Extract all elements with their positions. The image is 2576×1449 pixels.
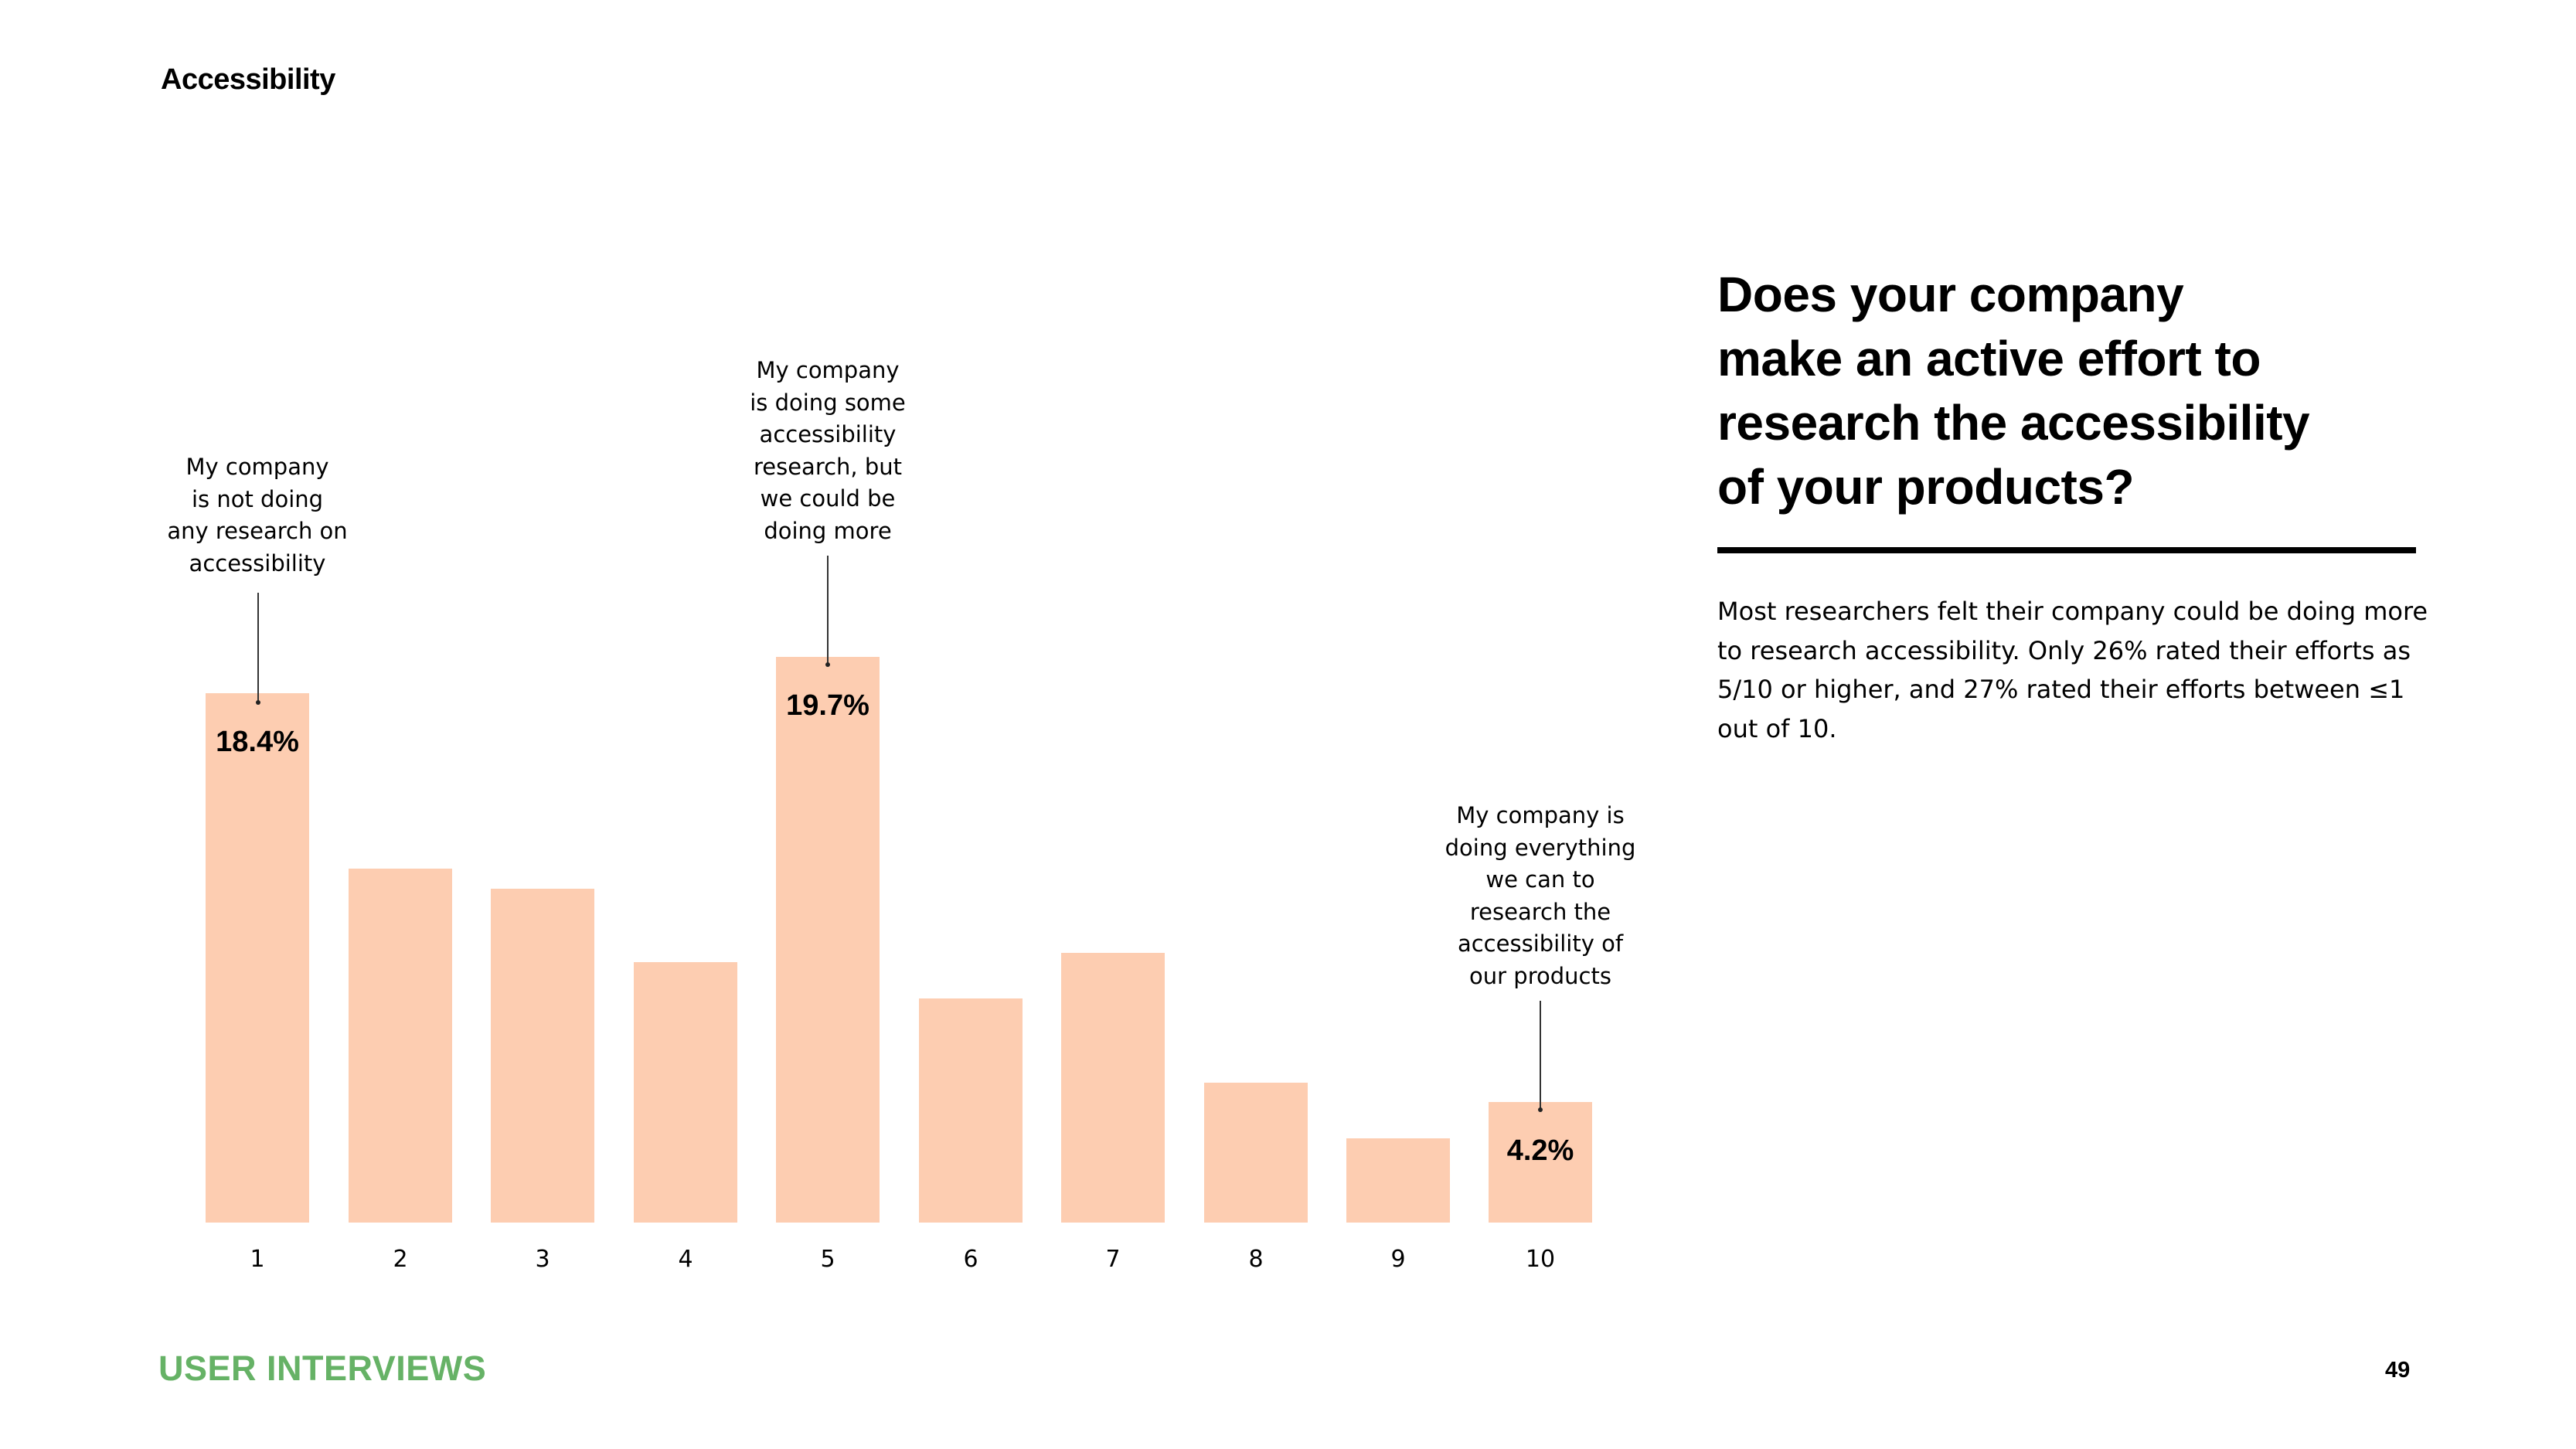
x-tick-10: 10	[1525, 1246, 1556, 1273]
bar-9	[1346, 1138, 1450, 1223]
x-tick-6: 6	[963, 1246, 978, 1273]
bar-10: 4.2%	[1489, 1102, 1592, 1223]
bar-10-value: 4.2%	[1506, 1134, 1574, 1167]
brand-logo: USER INTERVIEWS	[158, 1349, 487, 1388]
x-tick-7: 7	[1105, 1246, 1121, 1273]
leader-line-bar-5	[827, 556, 829, 664]
x-tick-5: 5	[820, 1246, 835, 1273]
bar-6	[919, 998, 1023, 1223]
bar-8	[1204, 1083, 1308, 1223]
leader-line-bar-10	[1540, 1001, 1541, 1109]
leader-dot-bar-5	[825, 662, 830, 667]
x-tick-9: 9	[1390, 1246, 1406, 1273]
annotation-bar-10: My company is doing everything we can to…	[1445, 802, 1636, 989]
summary-text: Most researchers felt their company coul…	[1717, 597, 2428, 743]
question-title: Does your company make an active effort …	[1717, 267, 2310, 515]
x-tick-8: 8	[1248, 1246, 1264, 1273]
x-tick-3: 3	[535, 1246, 550, 1273]
annotation-bar-5: My company is doing some accessibility r…	[750, 357, 906, 544]
bar-7	[1061, 953, 1165, 1223]
page-number: 49	[2385, 1358, 2411, 1383]
x-tick-1: 1	[250, 1246, 265, 1273]
x-tick-2: 2	[393, 1246, 408, 1273]
bar-4	[634, 962, 737, 1223]
leader-line-bar-1	[257, 593, 259, 701]
bar-5: 19.7%	[776, 657, 880, 1223]
bar-1-value: 18.4%	[216, 726, 299, 758]
leader-dot-bar-1	[256, 700, 260, 705]
bar-2	[349, 869, 452, 1223]
bar-3	[491, 889, 594, 1223]
x-tick-4: 4	[678, 1246, 693, 1273]
leader-dot-bar-10	[1538, 1107, 1543, 1112]
section-label: Accessibility	[161, 63, 335, 96]
bar-chart: 18.4% 19.7% 4.2% 1 2 3 4 5 6 7 8 9 10 My…	[167, 357, 1636, 1273]
bar-1: 18.4%	[206, 693, 309, 1223]
annotation-bar-1: My company is not doing any research on …	[167, 454, 348, 577]
bar-5-value: 19.7%	[786, 689, 869, 722]
title-divider	[1717, 547, 2416, 553]
